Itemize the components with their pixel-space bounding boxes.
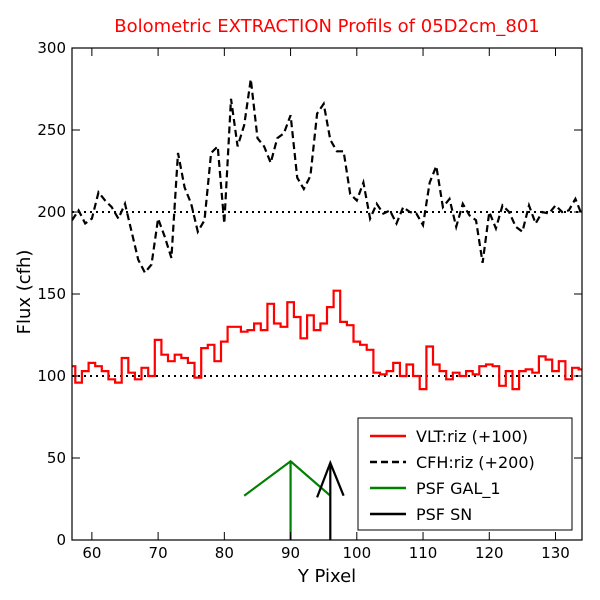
x-tick-label-110: 110 [409,544,438,562]
y-tick-label-0: 0 [56,531,66,549]
x-tick-label-60: 60 [82,544,101,562]
y-tick-label-50: 50 [47,449,66,467]
x-tick-label-100: 100 [342,544,371,562]
series-line-3 [316,459,345,498]
plot-area: 60 70 80 90 100 110 120 130 0 50 100 150 200 250 300 VL… [37,39,583,562]
y-tick-label-300: 300 [37,39,66,57]
y-tick-label-200: 200 [37,203,66,221]
x-axis-label: Y Pixel [297,566,356,587]
x-tick-label-70: 70 [149,544,168,562]
legend-label-1: CFH:riz (+200) [416,453,535,472]
series-line-0 [72,289,582,391]
y-tick-label-250: 250 [37,121,66,139]
x-tick-label-130: 130 [541,544,570,562]
data-layer [72,79,582,540]
series-line-2 [243,459,332,497]
chart-title: Bolometric EXTRACTION Profils of 05D2cm_… [114,16,540,37]
x-tick-label-120: 120 [475,544,504,562]
legend-label-3: PSF SN [416,505,472,524]
x-tick-label-90: 90 [281,544,300,562]
x-tick-label-80: 80 [215,544,234,562]
y-axis-label: Flux (cfh) [14,250,35,335]
series-line-1 [72,79,582,275]
y-tick-label-150: 150 [37,285,66,303]
legend-label-2: PSF GAL_1 [416,479,501,499]
legend-label-0: VLT:riz (+100) [416,427,528,446]
y-tick-label-100: 100 [37,367,66,385]
